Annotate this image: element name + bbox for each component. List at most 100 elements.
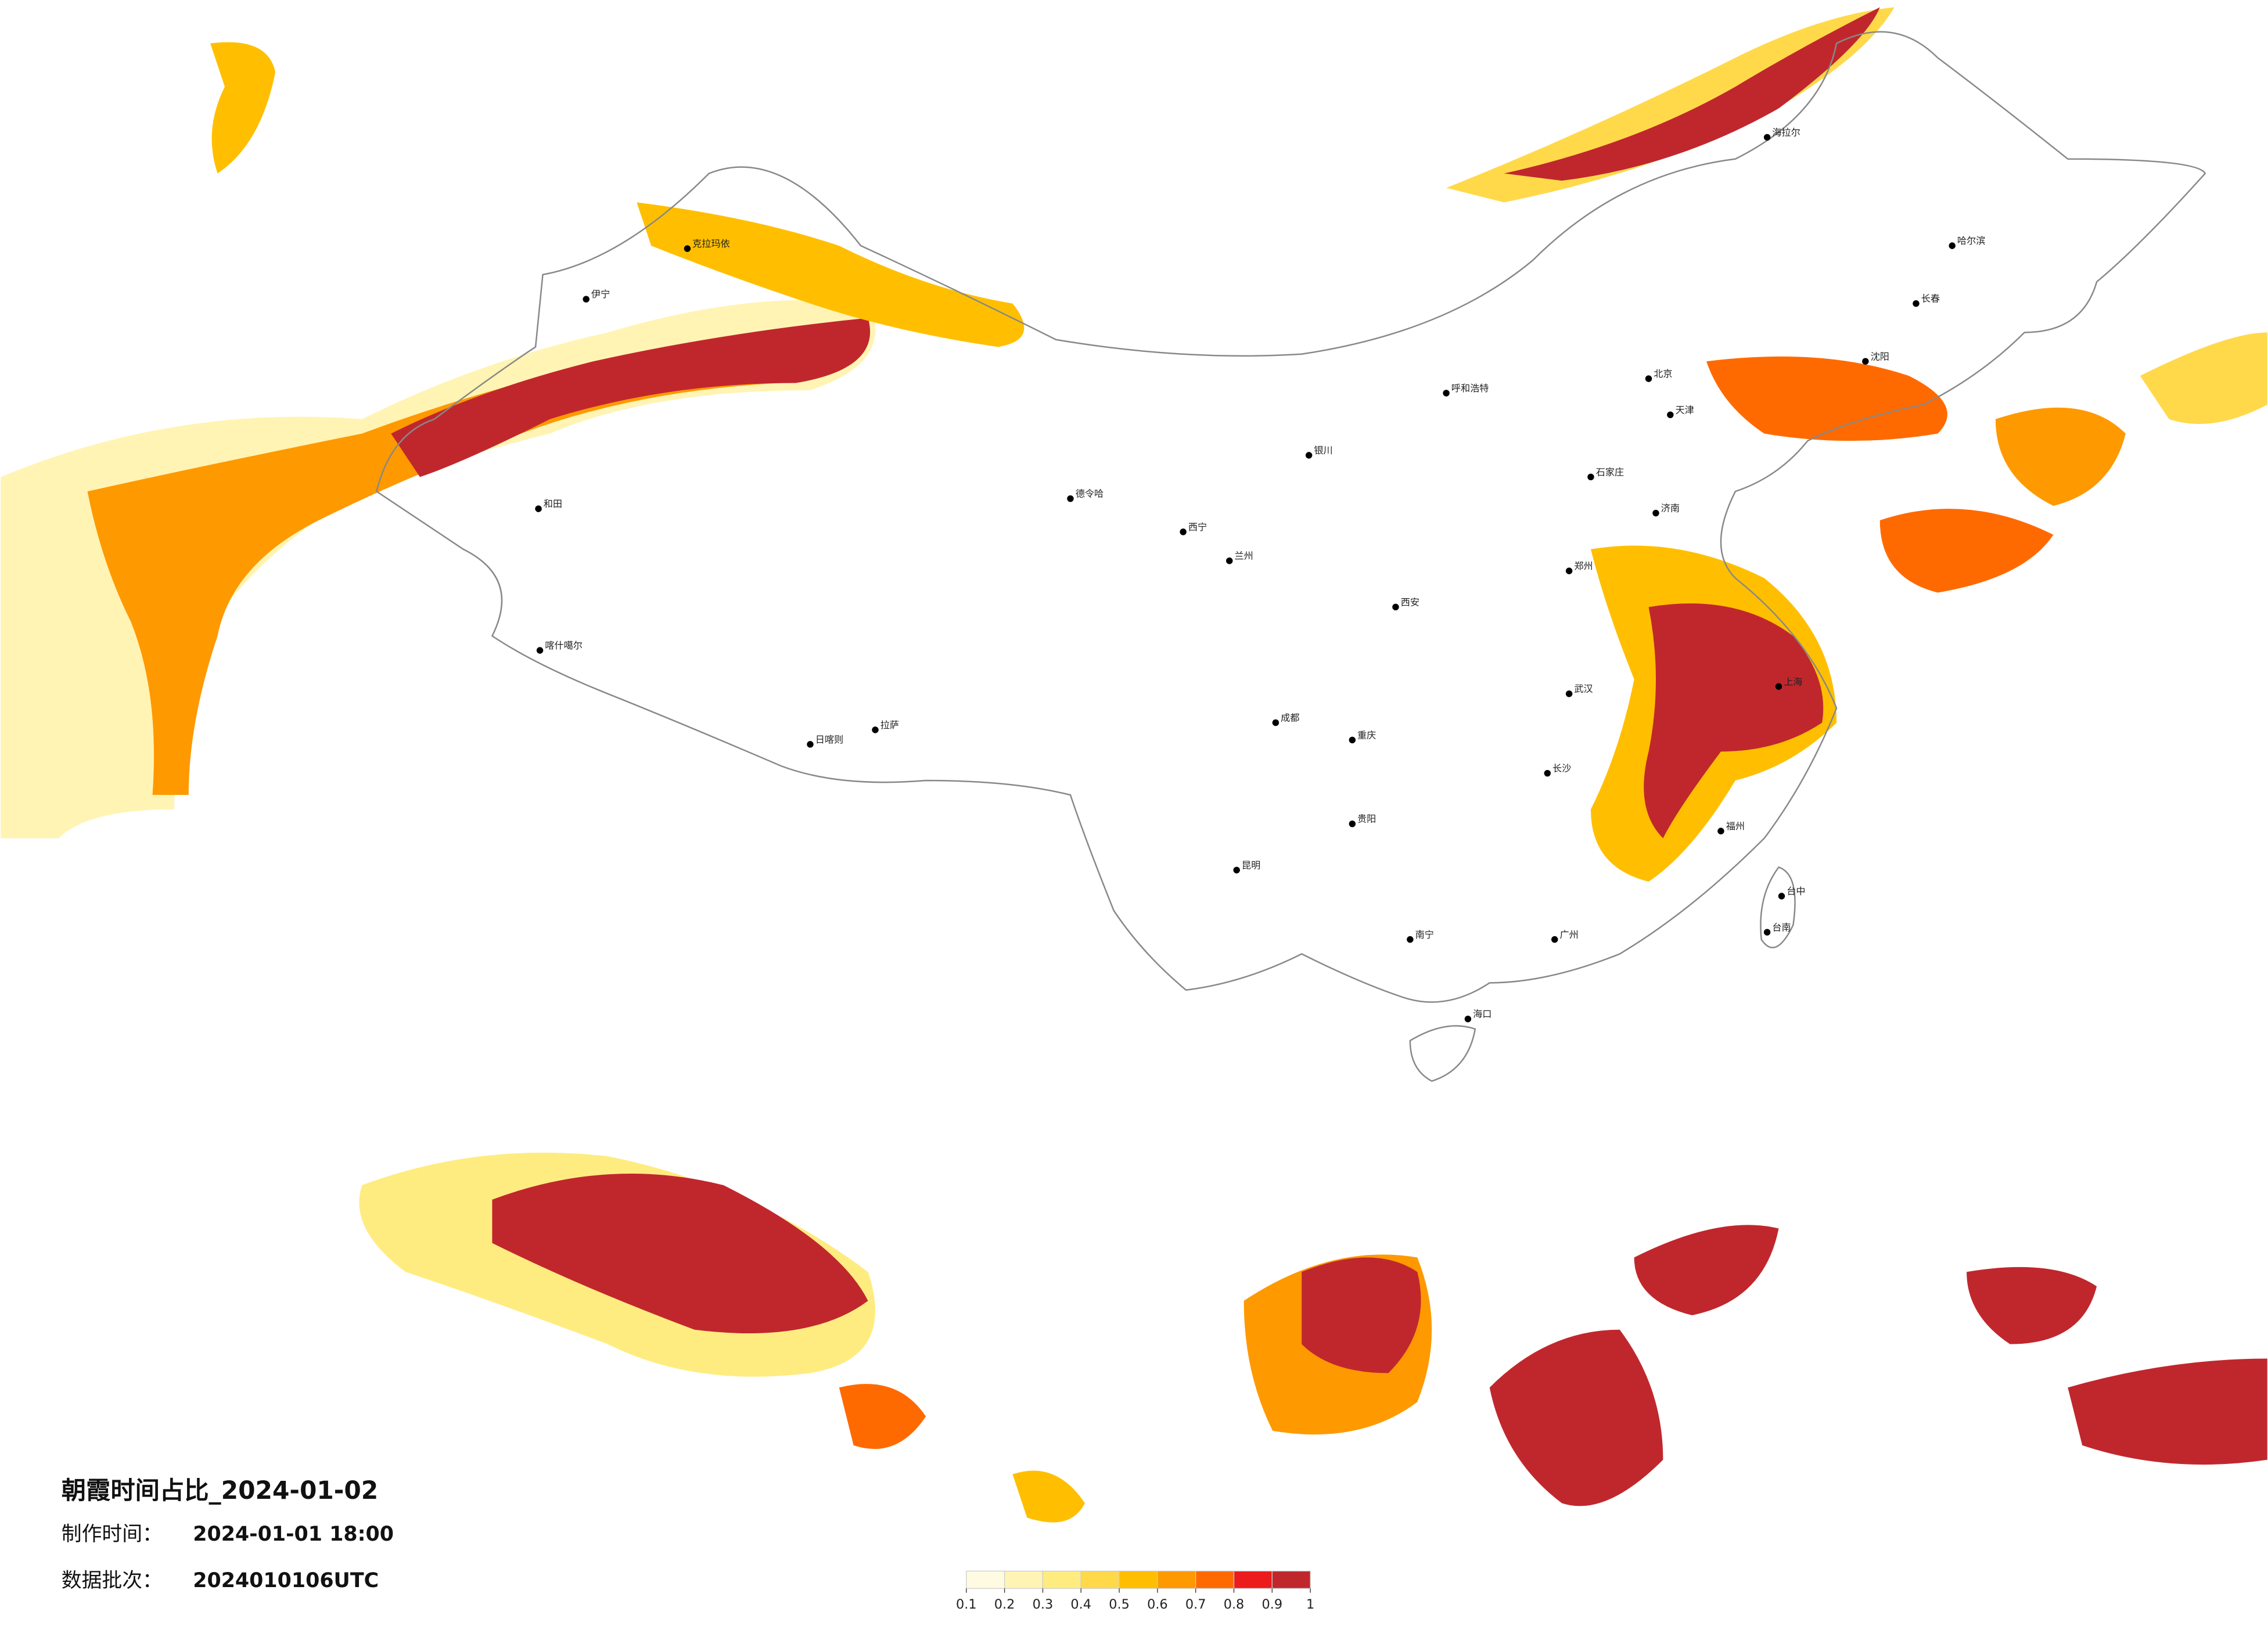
- city-label: 台中: [1787, 886, 1805, 897]
- colorbar-tick-label: 0.9: [1262, 1597, 1283, 1612]
- city-label: 西宁: [1188, 521, 1207, 533]
- colorbar-tick-label: 0.4: [1070, 1597, 1091, 1612]
- colorbar-swatch: [1271, 1570, 1311, 1589]
- city-label: 成都: [1281, 712, 1299, 723]
- city-dot: [1349, 736, 1356, 744]
- colorbar-swatch: [966, 1570, 1005, 1589]
- city-label: 广州: [1559, 929, 1578, 940]
- colorbar-tick-label: 1: [1306, 1597, 1314, 1612]
- city-dot: [1305, 452, 1313, 459]
- city-label: 北京: [1654, 368, 1672, 379]
- colorbar: 0.1 0.2 0.3 0.4 0.5 0.6 0.7 0.8 0.9 1: [956, 1570, 1314, 1612]
- city-dot: [1763, 929, 1771, 936]
- city-dot: [1587, 473, 1594, 481]
- city-label: 喀什噶尔: [545, 640, 583, 651]
- city-label: 济南: [1661, 503, 1680, 514]
- city-dot: [1544, 769, 1551, 777]
- hainan: [1409, 1025, 1476, 1082]
- city-label: 和田: [544, 498, 562, 509]
- city-label: 拉萨: [880, 720, 899, 731]
- taiwan: [1760, 866, 1796, 948]
- colorbar-tick-label: 0.8: [1224, 1597, 1245, 1612]
- city-label: 昆明: [1242, 859, 1260, 870]
- city-dot: [1645, 375, 1652, 382]
- city-label: 福州: [1726, 821, 1745, 832]
- colorbar-swatch: [1042, 1570, 1081, 1589]
- city-dot: [1551, 936, 1558, 943]
- colorbar-tick-label: 0.6: [1147, 1597, 1168, 1612]
- city-dot: [684, 245, 691, 252]
- city-dot: [1862, 358, 1869, 365]
- city-dot: [1226, 557, 1233, 564]
- city-dot: [1778, 893, 1785, 900]
- city-label: 伊宁: [591, 289, 610, 300]
- colorbar-swatch: [1119, 1570, 1158, 1589]
- colorbar-swatch: [1080, 1570, 1120, 1589]
- city-dot: [535, 505, 542, 512]
- city-dot: [1717, 828, 1724, 834]
- info-value: 2024-01-01 18:00: [193, 1523, 394, 1546]
- city-dot: [1067, 495, 1074, 502]
- city-dot: [1233, 866, 1240, 874]
- country-outline: [375, 31, 2206, 1003]
- city-dot: [807, 741, 814, 748]
- city-dot: [1464, 1015, 1472, 1023]
- city-dot: [1443, 390, 1450, 397]
- city-label: 郑州: [1574, 560, 1593, 571]
- colorbar-swatch: [1004, 1570, 1044, 1589]
- city-label: 西安: [1401, 596, 1419, 607]
- city-dot: [872, 726, 879, 733]
- city-label: 长沙: [1552, 763, 1571, 774]
- city-label: 武汉: [1574, 684, 1593, 695]
- city-label: 德令哈: [1076, 488, 1104, 499]
- city-dot: [1349, 820, 1356, 828]
- city-label: 银川: [1314, 445, 1332, 456]
- colorbar-swatch: [1233, 1570, 1273, 1589]
- city-label: 海拉尔: [1772, 127, 1800, 138]
- info-label: 数据批次：: [62, 1569, 163, 1592]
- city-dot: [536, 647, 544, 654]
- city-label: 沈阳: [1871, 351, 1889, 362]
- city-dot: [1949, 242, 1956, 249]
- info-label: 制作时间：: [62, 1523, 163, 1546]
- city-dot: [1272, 719, 1279, 726]
- city-dot: [1565, 690, 1573, 697]
- colorbar-tick-label: 0.5: [1109, 1597, 1130, 1612]
- colorbar-tick-label: 0.2: [994, 1597, 1015, 1612]
- colorbar-tick-label: 0.1: [956, 1597, 977, 1612]
- city-dot: [1775, 683, 1782, 690]
- city-dot: [1667, 411, 1674, 419]
- city-label: 天津: [1676, 404, 1694, 415]
- city-dot: [1913, 300, 1920, 307]
- city-dot: [1180, 528, 1187, 535]
- colorbar-tick-label: 0.7: [1185, 1597, 1206, 1612]
- city-label: 贵阳: [1357, 814, 1376, 825]
- city-dot: [583, 296, 590, 303]
- city-label: 日喀则: [815, 734, 843, 745]
- city-label: 兰州: [1234, 551, 1253, 562]
- city-dot: [1565, 567, 1573, 574]
- city-label: 石家庄: [1596, 466, 1624, 477]
- city-dot: [1652, 509, 1659, 517]
- colorbar-tick-label: 0.3: [1033, 1597, 1054, 1612]
- colorbar-swatch: [1195, 1570, 1235, 1589]
- colorbar-swatch: [1157, 1570, 1196, 1589]
- city-label: 重庆: [1357, 729, 1376, 740]
- city-label: 长春: [1921, 293, 1940, 304]
- city-label: 海口: [1473, 1009, 1491, 1020]
- city-label: 克拉玛依: [692, 238, 730, 249]
- info-value: 2024010106UTC: [193, 1569, 379, 1592]
- city-label: 呼和浩特: [1451, 383, 1489, 394]
- city-dot: [1392, 603, 1399, 611]
- city-dot: [1407, 936, 1414, 943]
- city-label: 哈尔滨: [1957, 235, 1985, 246]
- map-title: 朝霞时间占比_2024-01-02: [62, 1476, 378, 1505]
- city-label: 南宁: [1415, 929, 1434, 940]
- city-label: 台南: [1772, 922, 1791, 933]
- city-dot: [1763, 134, 1771, 141]
- city-label: 上海: [1784, 676, 1802, 687]
- heat-field: [1, 7, 2267, 1523]
